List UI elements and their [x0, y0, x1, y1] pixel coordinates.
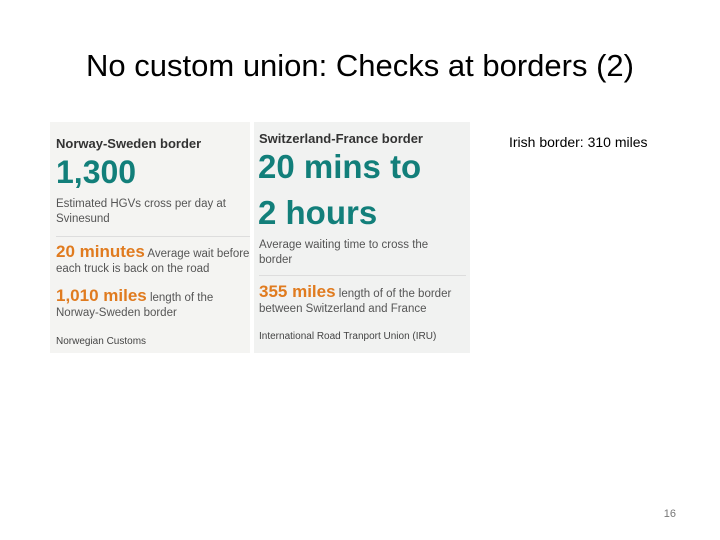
hgv-desc: Estimated HGVs cross per day at Svinesun…	[56, 198, 227, 225]
wait-desc: Average wait before each truck is back o…	[56, 248, 250, 275]
slide-title: No custom union: Checks at borders (2)	[86, 48, 634, 83]
length-desc: length of the Norway-Sweden border	[56, 292, 214, 319]
length-value: 1,010 miles	[56, 286, 147, 305]
hgv-count: 1,300	[56, 154, 137, 190]
source: Norwegian Customs	[56, 336, 147, 347]
norway-sweden-panel: Norway-Sweden border 1,300 Estimated HGV…	[50, 122, 250, 353]
irish-border-note: Irish border: 310 miles	[509, 134, 648, 150]
wait-range-line2: 2 hours	[258, 194, 378, 231]
length-stat: 355 miles length of of the border betwee…	[259, 282, 469, 317]
wait-desc: Average waiting time to cross the border	[259, 239, 429, 266]
source: International Road Tranport Union (IRU)	[259, 331, 437, 342]
length-stat: 1,010 miles length of the Norway-Sweden …	[56, 286, 246, 321]
panel-heading: Norway-Sweden border	[56, 136, 202, 151]
divider	[56, 236, 250, 237]
length-value: 355 miles	[259, 282, 336, 301]
wait-range-line1: 20 mins to	[258, 148, 422, 185]
page-number: 16	[663, 508, 676, 520]
panel-heading: Switzerland-France border	[259, 131, 423, 146]
wait-stat: 20 minutes Average wait before each truc…	[56, 242, 256, 277]
wait-value: 20 minutes	[56, 242, 145, 261]
length-desc: length of of the border between Switzerl…	[259, 288, 452, 315]
divider	[259, 275, 466, 276]
switzerland-france-panel: Switzerland-France border 20 mins to 2 h…	[254, 122, 470, 353]
